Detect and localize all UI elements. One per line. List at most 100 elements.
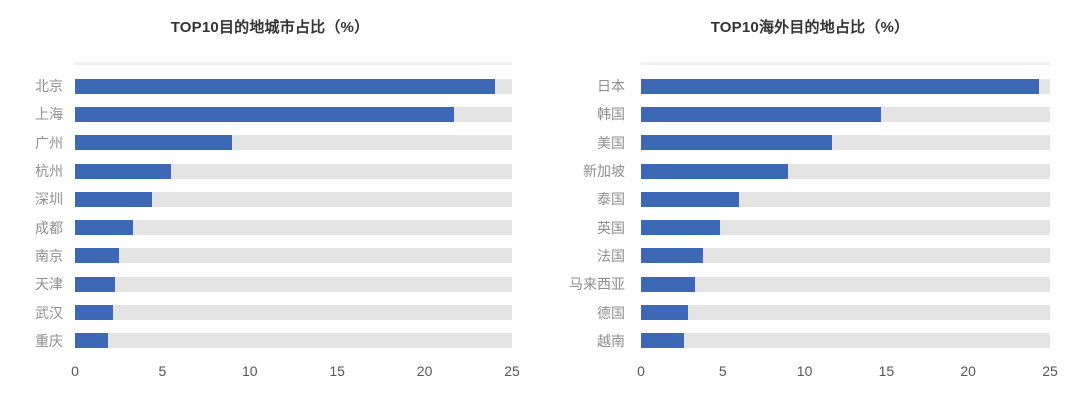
bar-row: 新加坡: [540, 157, 1050, 185]
bar-track: [75, 248, 512, 264]
category-label: 武汉: [35, 304, 63, 321]
bar-fill: [641, 78, 1039, 94]
x-axis: 0 5 10 15 20 25: [637, 362, 1058, 393]
bar-track: [75, 163, 512, 179]
chart-title: TOP10海外目的地占比（%）: [710, 19, 910, 36]
category-label: 法国: [597, 247, 625, 264]
bar-track: [75, 220, 512, 236]
category-label: 上海: [35, 106, 63, 123]
bar-track: [641, 220, 1050, 236]
bar-row: 日本: [540, 72, 1050, 100]
bar-row: 重庆: [0, 327, 512, 355]
category-label: 广州: [35, 134, 63, 151]
bar-row: 法国: [540, 242, 1050, 270]
bar-fill: [75, 305, 114, 321]
bar-track: [75, 305, 512, 321]
bar-track: [641, 305, 1050, 321]
bar-track: [75, 191, 512, 207]
bar-row: 天津: [0, 270, 512, 298]
bar-fill: [641, 305, 689, 321]
bar-track: [641, 333, 1050, 349]
axis-tick-label: 5: [158, 362, 167, 379]
axis-tick-label: 10: [242, 362, 258, 379]
bar-fill: [75, 135, 233, 151]
bar-rows: 北京 上海 广州 杭州 深圳 成都 南京: [0, 72, 512, 355]
bar-row: 德国: [540, 298, 1050, 326]
bar-track: [75, 333, 512, 349]
bar-track: [641, 191, 1050, 207]
bar-row: 英国: [540, 213, 1050, 241]
axis-tick-label: 20: [960, 362, 976, 379]
bar-row: 北京: [0, 72, 512, 100]
bar-row: 成都: [0, 213, 512, 241]
category-label: 美国: [597, 134, 625, 151]
bar-fill: [641, 220, 720, 236]
chart-title: TOP10目的地城市占比（%）: [170, 19, 370, 36]
bar-track: [75, 135, 512, 151]
bar-fill: [641, 248, 704, 264]
category-label: 北京: [35, 78, 63, 95]
bar-track: [641, 78, 1050, 94]
bar-fill: [75, 248, 119, 264]
bar-row: 越南: [540, 327, 1050, 355]
axis-tick-label: 0: [637, 362, 645, 379]
category-label: 韩国: [597, 106, 625, 123]
bar-fill: [641, 106, 882, 122]
axis-tick-label: 25: [504, 362, 520, 379]
bar-row: 杭州: [0, 157, 512, 185]
bar-track: [75, 276, 512, 292]
bar-fill: [641, 191, 740, 207]
bar-track: [641, 248, 1050, 264]
bar-fill: [75, 276, 116, 292]
category-label: 重庆: [35, 332, 63, 349]
bar-track: [75, 106, 512, 122]
bar-fill: [641, 333, 684, 349]
axis-tick-label: 20: [416, 362, 433, 379]
clipped-row-strip: [641, 62, 1050, 65]
bar-fill: [641, 163, 789, 179]
bar-fill: [75, 333, 109, 349]
bar-row: 南京: [0, 242, 512, 270]
bar-track: [641, 163, 1050, 179]
bar-row: 武汉: [0, 298, 512, 326]
bar-track: [75, 78, 512, 94]
bar-fill: [75, 163, 172, 179]
bar-track: [641, 276, 1050, 292]
category-label: 日本: [597, 78, 625, 95]
bar-fill: [75, 78, 495, 94]
category-label: 泰国: [597, 191, 625, 208]
axis-tick-label: 5: [718, 362, 727, 379]
bar-row: 韩国: [540, 100, 1050, 128]
chart-overseas-destinations: TOP10海外目的地占比（%） 日本 韩国 美国 新加坡 泰国 英国: [540, 0, 1080, 420]
bar-fill: [641, 135, 833, 151]
category-label: 南京: [35, 247, 63, 264]
bar-row: 上海: [0, 100, 512, 128]
x-axis: 0 5 10 15 20 25: [71, 362, 520, 393]
clipped-row-strip: [75, 62, 512, 65]
category-label: 杭州: [35, 163, 63, 180]
bar-row: 美国: [540, 129, 1050, 157]
category-label: 德国: [597, 304, 625, 321]
axis-tick-label: 15: [329, 362, 345, 379]
category-label: 深圳: [35, 191, 63, 208]
axis-tick-label: 10: [796, 362, 813, 379]
bar-rows: 日本 韩国 美国 新加坡 泰国 英国 法国: [540, 72, 1050, 355]
bar-track: [641, 106, 1050, 122]
category-label: 新加坡: [583, 163, 625, 180]
bar-row: 泰国: [540, 185, 1050, 213]
category-label: 越南: [597, 332, 625, 349]
axis-tick-label: 0: [71, 362, 79, 379]
bar-row: 马来西亚: [540, 270, 1050, 298]
chart-domestic-cities: TOP10目的地城市占比（%） 北京 上海 广州 杭州 深圳 成都: [0, 19, 520, 393]
bar-fill: [75, 220, 133, 236]
bar-row: 深圳: [0, 185, 512, 213]
axis-tick-label: 25: [1042, 362, 1058, 379]
plot-area: 日本 韩国 美国 新加坡 泰国 英国 法国: [540, 62, 1080, 393]
bar-fill: [75, 191, 152, 207]
bar-fill: [75, 106, 455, 122]
category-label: 天津: [35, 276, 63, 293]
category-label: 马来西亚: [569, 276, 625, 293]
axis-tick-label: 15: [878, 362, 895, 379]
category-label: 成都: [35, 219, 63, 236]
